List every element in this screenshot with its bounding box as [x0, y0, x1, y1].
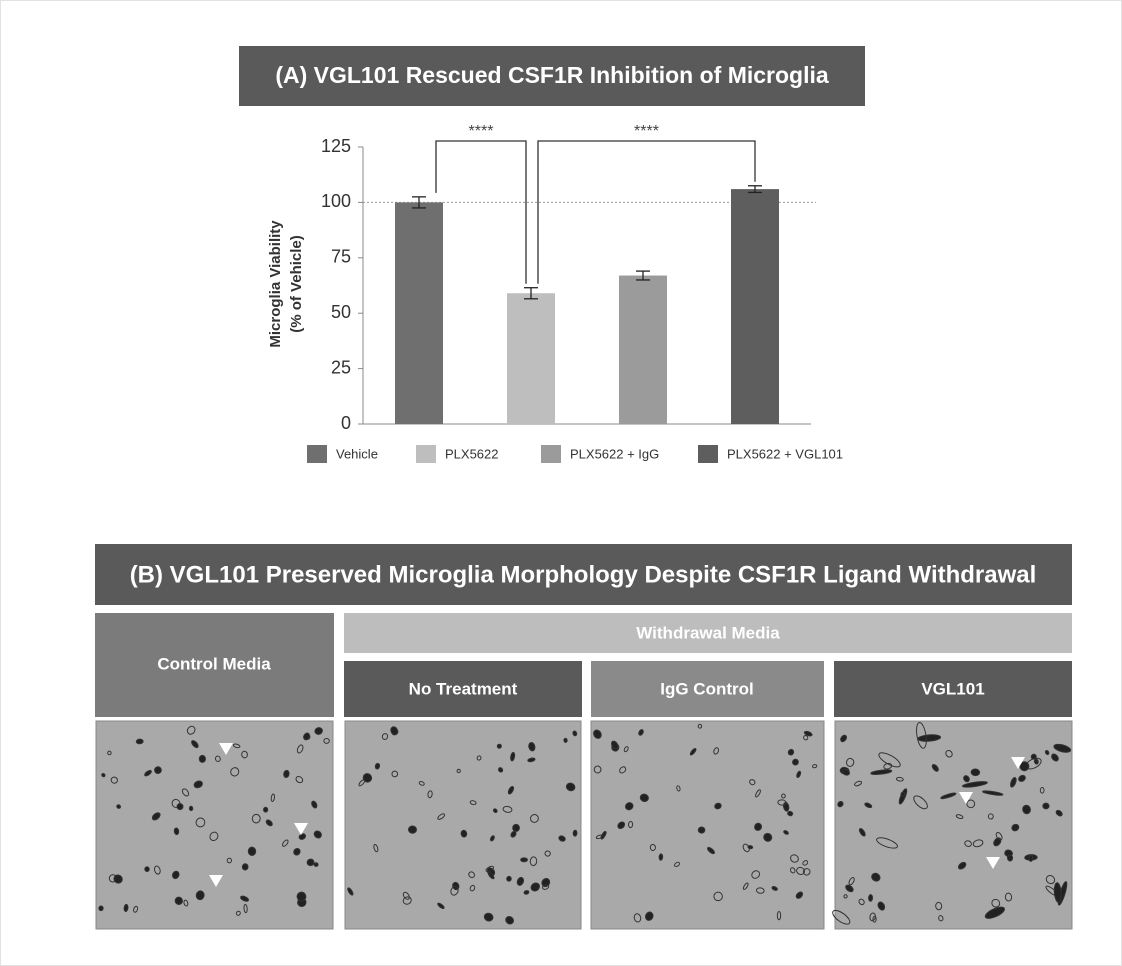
- bar: [395, 202, 443, 424]
- y-tick-label: 125: [321, 136, 351, 156]
- significance-bracket: [538, 141, 755, 284]
- cell: [314, 863, 318, 867]
- cell: [512, 824, 520, 832]
- cell: [124, 904, 129, 912]
- header-label: Withdrawal Media: [636, 623, 780, 642]
- significance-label: ****: [634, 123, 659, 140]
- cell: [174, 828, 179, 835]
- cell: [199, 755, 205, 762]
- cell: [1007, 855, 1012, 861]
- legend-label: PLX5622 + IgG: [570, 446, 659, 461]
- y-tick-label: 0: [341, 413, 351, 433]
- y-tick-label: 25: [331, 357, 351, 377]
- cell: [283, 770, 289, 778]
- cell: [698, 827, 705, 833]
- bar: [619, 276, 667, 424]
- header-label: IgG Control: [660, 679, 753, 698]
- cell: [868, 895, 872, 902]
- cell: [189, 806, 193, 811]
- cell: [971, 769, 980, 776]
- cell: [242, 863, 249, 870]
- legend-swatch: [541, 445, 561, 463]
- cell: [564, 738, 568, 742]
- y-axis-label: Microglia Viability: [267, 220, 284, 348]
- cell: [1043, 803, 1049, 809]
- legend-label: PLX5622: [445, 446, 499, 461]
- y-tick-label: 100: [321, 191, 351, 211]
- y-axis-label: (% of Vehicle): [288, 235, 305, 333]
- header-label: Control Media: [157, 654, 271, 673]
- legend-swatch: [698, 445, 718, 463]
- legend-swatch: [307, 445, 327, 463]
- significance-label: ****: [469, 123, 494, 140]
- significance-bracket: [436, 141, 526, 284]
- cell: [524, 890, 530, 895]
- cell: [248, 847, 256, 856]
- cell: [136, 739, 143, 744]
- bar: [731, 189, 779, 424]
- micrograph: [345, 721, 581, 929]
- bar: [507, 293, 555, 424]
- chart-title: (A) VGL101 Rescued CSF1R Inhibition of M…: [275, 62, 829, 88]
- header-label: No Treatment: [409, 679, 518, 698]
- cell: [573, 830, 577, 836]
- cell: [506, 876, 511, 881]
- y-tick-label: 50: [331, 302, 351, 322]
- cell: [1029, 855, 1033, 861]
- figure: (A) VGL101 Rescued CSF1R Inhibition of M…: [1, 1, 1121, 965]
- cell: [521, 858, 528, 862]
- cell: [461, 830, 468, 838]
- legend-label: PLX5622 + VGL101: [727, 446, 843, 461]
- cell: [99, 906, 104, 911]
- cell: [408, 826, 416, 833]
- y-tick-label: 75: [331, 247, 351, 267]
- panel-title: (B) VGL101 Preserved Microglia Morpholog…: [130, 561, 1037, 588]
- header-label: VGL101: [921, 679, 984, 698]
- legend-label: Vehicle: [336, 446, 378, 461]
- cell: [144, 866, 149, 872]
- legend-swatch: [416, 445, 436, 463]
- cell: [263, 807, 267, 812]
- cell: [659, 854, 663, 861]
- page: (A) VGL101 Rescued CSF1R Inhibition of M…: [0, 0, 1122, 966]
